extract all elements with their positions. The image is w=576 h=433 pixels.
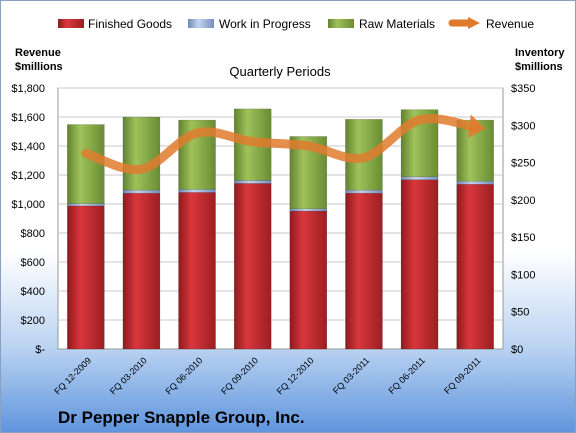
right-axis-title-line2: $millions: [515, 61, 563, 73]
bar-finished-goods: [233, 183, 272, 350]
category-label: FQ 03-2010: [108, 355, 149, 396]
bar-work-in-progress: [233, 180, 272, 184]
right-tick-label: $0: [511, 344, 523, 356]
bar-raw-materials: [67, 124, 105, 204]
right-tick-label: $350: [511, 83, 535, 95]
bar-work-in-progress: [456, 180, 494, 185]
left-axis-ticks: $- $200 $400 $600 $800 $1,000 $1,200 $1,400 $1,6…: [11, 83, 45, 356]
bar-finished-goods: [178, 192, 216, 350]
bar-finished-goods: [122, 192, 161, 350]
bar-finished-goods: [456, 183, 494, 350]
bar-finished-goods: [400, 179, 439, 350]
left-tick-label: $1,400: [11, 141, 45, 153]
category-label: FQ 09-2010: [219, 355, 260, 396]
legend-arrowhead-revenue: [468, 17, 480, 29]
right-tick-label: $300: [511, 120, 535, 132]
left-tick-label: $200: [21, 315, 45, 327]
bar-finished-goods: [345, 192, 383, 350]
right-tick-label: $50: [511, 307, 529, 319]
company-name: Dr Pepper Snapple Group, Inc.: [58, 408, 305, 427]
category-label: FQ 12-2009: [52, 355, 93, 396]
left-tick-label: $800: [21, 228, 45, 240]
category-label: FQ 03-2011: [331, 355, 372, 396]
left-tick-label: $600: [21, 257, 45, 269]
category-label: FQ 12-2010: [275, 355, 316, 396]
revenue-series-line: [81, 114, 480, 175]
legend-label-raw-materials: Raw Materials: [359, 17, 435, 31]
left-tick-label: $1,600: [11, 112, 45, 124]
legend-swatch-work-in-progress: [188, 19, 214, 28]
left-tick-label: $1,000: [11, 199, 45, 211]
left-tick-label: $-: [35, 344, 45, 356]
left-tick-label: $1,200: [11, 170, 45, 182]
category-label: FQ 09-2011: [442, 355, 483, 396]
right-tick-label: $200: [511, 195, 535, 207]
revenue-line: [81, 114, 486, 175]
category-label: FQ 06-2010: [163, 355, 204, 396]
bar-raw-materials: [122, 116, 161, 191]
bar-finished-goods: [289, 210, 328, 350]
legend-swatch-raw-materials: [328, 19, 354, 28]
plot-title: Quarterly Periods: [229, 64, 331, 79]
bar-work-in-progress: [345, 189, 383, 194]
left-axis-title-line1: Revenue: [15, 47, 61, 59]
right-tick-label: $150: [511, 232, 535, 244]
legend-label-work-in-progress: Work in Progress: [219, 17, 311, 31]
bar-work-in-progress: [67, 203, 105, 207]
left-tick-label: $1,800: [11, 83, 45, 95]
left-axis-title-line2: $millions: [15, 61, 63, 73]
category-label: FQ 06-2011: [386, 355, 427, 396]
bar-finished-goods: [67, 205, 105, 350]
category-labels: FQ 12-2009 FQ 03-2010 FQ 06-2010 FQ 09-2010…: [52, 355, 482, 396]
legend: Finished Goods Work in Progress Raw Mate…: [58, 17, 534, 31]
revenue-arrowhead: [467, 114, 486, 139]
right-axis-title-line1: Inventory: [515, 47, 565, 59]
bar-work-in-progress: [289, 208, 328, 212]
right-axis-ticks: $0 $50 $100 $150 $200 $250 $300 $350: [511, 83, 535, 356]
legend-label-finished-goods: Finished Goods: [88, 17, 172, 31]
left-tick-label: $400: [21, 286, 45, 298]
legend-label-revenue: Revenue: [486, 17, 534, 31]
right-tick-label: $100: [511, 269, 535, 281]
legend-swatch-finished-goods: [58, 19, 84, 28]
bar-work-in-progress: [400, 176, 439, 180]
bar-work-in-progress: [122, 189, 161, 194]
right-tick-label: $250: [511, 158, 535, 170]
bar-work-in-progress: [178, 189, 216, 193]
